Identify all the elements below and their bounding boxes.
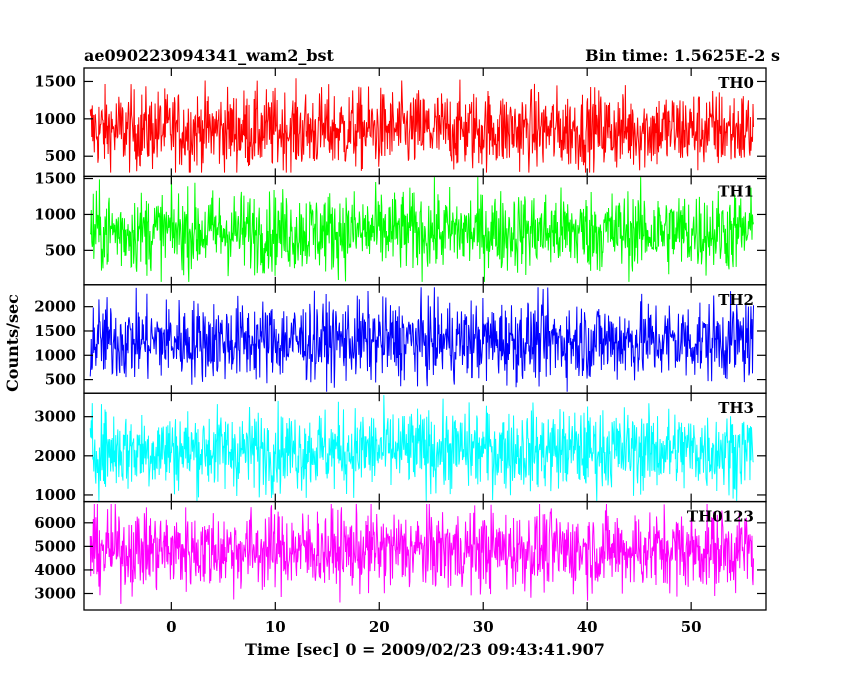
y-tick-label: 1500 <box>34 170 76 188</box>
panel-th1: 500 1000 1500 TH1 <box>34 170 767 286</box>
y-tick-label: 2000 <box>34 447 76 465</box>
y-axis-label: Counts/sec <box>3 294 22 392</box>
x-tick-label: 20 <box>369 618 390 636</box>
y-tick-label: 1500 <box>34 322 76 340</box>
x-tick-label: 50 <box>681 618 702 636</box>
x-tick-label: 40 <box>577 618 598 636</box>
panel-name-label: TH3 <box>718 399 754 417</box>
y-tick-label: 3000 <box>34 408 76 426</box>
panel-th3: 1000 2000 3000 TH3 <box>34 392 767 504</box>
y-tick-label: 1000 <box>34 346 76 364</box>
y-tick-label: 1000 <box>34 205 76 223</box>
y-tick-label: 500 <box>45 241 76 259</box>
panel-name-label: TH1 <box>718 182 754 200</box>
y-tick-label: 3000 <box>34 585 76 603</box>
x-axis-label: Time [sec] 0 = 2009/02/23 09:43:41.907 <box>245 640 605 659</box>
bin-time-label: Bin time: 1.5625E-2 s <box>585 46 780 65</box>
chart-title: ae090223094341_wam2_bst <box>84 46 335 65</box>
y-tick-label: 1000 <box>34 110 76 128</box>
series-line-th0123 <box>89 503 755 604</box>
x-tick-label: 10 <box>265 618 286 636</box>
y-tick-label: 6000 <box>34 514 76 532</box>
panel-name-label: TH0123 <box>687 508 754 526</box>
series-line-th2 <box>89 287 755 392</box>
y-tick-label: 500 <box>45 371 76 389</box>
panel-name-label: TH2 <box>718 291 754 309</box>
y-tick-label: 500 <box>45 147 76 165</box>
panel-th0123: 3000 4000 5000 6000 TH0123 <box>34 500 767 611</box>
y-tick-label: 2000 <box>34 298 76 316</box>
x-tick-label: 0 <box>166 618 176 636</box>
panel-th2: 500 1000 1500 2000 TH2 <box>34 284 767 394</box>
y-tick-label: 5000 <box>34 537 76 555</box>
y-tick-label: 1000 <box>34 486 76 504</box>
series-line-th1 <box>89 177 755 282</box>
y-tick-label: 1500 <box>34 72 76 90</box>
panel-name-label: TH0 <box>718 74 754 92</box>
y-tick-label: 4000 <box>34 561 76 579</box>
series-line-th0 <box>89 78 755 173</box>
series-line-th3 <box>89 395 754 501</box>
x-tick-label: 30 <box>473 618 494 636</box>
panel-frame <box>83 500 767 611</box>
panel-th0: 500 1000 1500 TH0 <box>34 67 767 178</box>
